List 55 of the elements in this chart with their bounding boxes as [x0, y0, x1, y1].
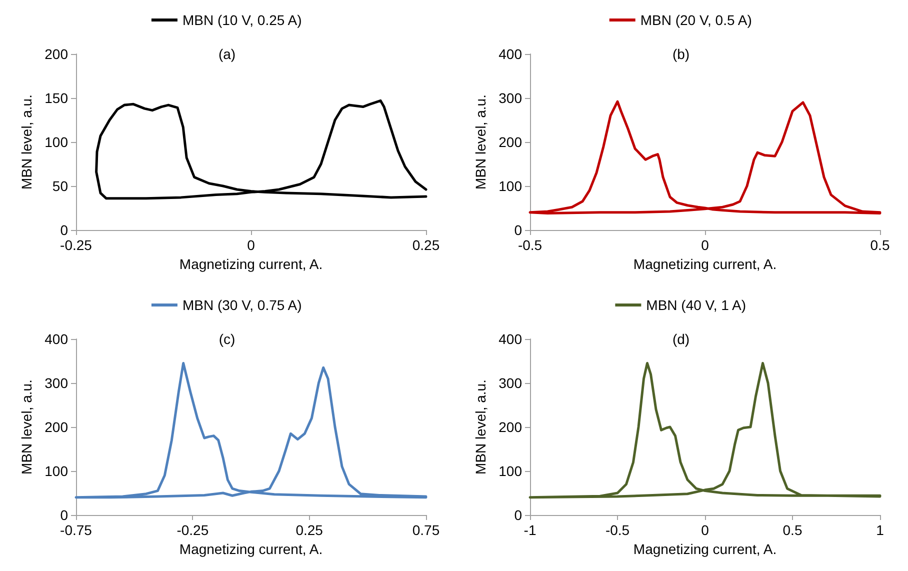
line-series [528, 362, 882, 499]
chart-title: (a) [218, 46, 236, 62]
x-tick-label: 1 [876, 522, 884, 538]
y-tick-label: 100 [498, 178, 522, 194]
x-tick-label: -1 [524, 522, 536, 538]
y-axis-title: MBN level, a.u. [18, 94, 35, 190]
y-tick-label: 0 [514, 222, 522, 238]
x-tick-label: 0.5 [782, 522, 802, 538]
x-axis-title: Magnetizing current, A. [633, 540, 777, 557]
legend-label: MBN (40 V, 1 A) [646, 297, 746, 313]
line-series [74, 362, 428, 499]
x-tick-label: 0 [247, 237, 256, 253]
x-axis-title: Magnetizing current, A. [633, 256, 777, 272]
y-tick-label: 0 [514, 507, 522, 523]
y-tick-label: 200 [44, 419, 68, 435]
x-tick-label: 0 [701, 237, 710, 253]
y-tick-label: 300 [498, 90, 522, 106]
y-tick-label: 150 [44, 90, 68, 106]
x-tick-label: 0.75 [412, 522, 440, 538]
x-axis-title: Magnetizing current, A. [179, 540, 323, 557]
x-tick-label: -0.25 [176, 522, 209, 538]
y-tick-label: 300 [44, 375, 68, 391]
y-tick-label: 0 [60, 507, 68, 523]
y-tick-label: 100 [498, 463, 522, 479]
x-tick-label: -0.5 [605, 522, 630, 538]
x-tick-label: 0 [701, 522, 710, 538]
y-axis-title: MBN level, a.u. [472, 94, 489, 190]
chart-title: (b) [672, 46, 690, 62]
x-tick-label: -0.75 [60, 522, 92, 538]
y-tick-label: 200 [498, 419, 522, 435]
y-axis-title: MBN level, a.u. [18, 380, 35, 474]
legend-label: MBN (30 V, 0.75 A) [182, 297, 302, 313]
x-tick-label: 0.25 [296, 522, 324, 538]
line-series [528, 100, 882, 215]
y-tick-label: 400 [44, 331, 68, 347]
x-axis-title: Magnetizing current, A. [179, 256, 323, 272]
legend-label: MBN (20 V, 0.5 A) [640, 12, 752, 28]
y-tick-label: 50 [52, 178, 68, 194]
y-tick-label: 300 [498, 375, 522, 391]
y-tick-label: 100 [44, 134, 68, 150]
y-tick-label: 200 [44, 46, 68, 62]
y-tick-label: 100 [44, 463, 68, 479]
legend-label: MBN (10 V, 0.25 A) [182, 12, 302, 28]
x-tick-label: 0.25 [412, 237, 440, 253]
x-tick-label: -0.25 [60, 237, 92, 253]
y-tick-label: 400 [498, 46, 522, 62]
chart-title: (d) [672, 331, 690, 347]
x-tick-label: -0.5 [518, 237, 542, 253]
line-series [95, 99, 428, 200]
y-tick-label: 400 [498, 331, 522, 347]
chart-title: (c) [218, 331, 236, 347]
y-tick-label: 200 [498, 134, 522, 150]
y-axis-title: MBN level, a.u. [472, 380, 489, 474]
x-tick-label: 0.5 [870, 237, 890, 253]
y-tick-label: 0 [60, 222, 68, 238]
